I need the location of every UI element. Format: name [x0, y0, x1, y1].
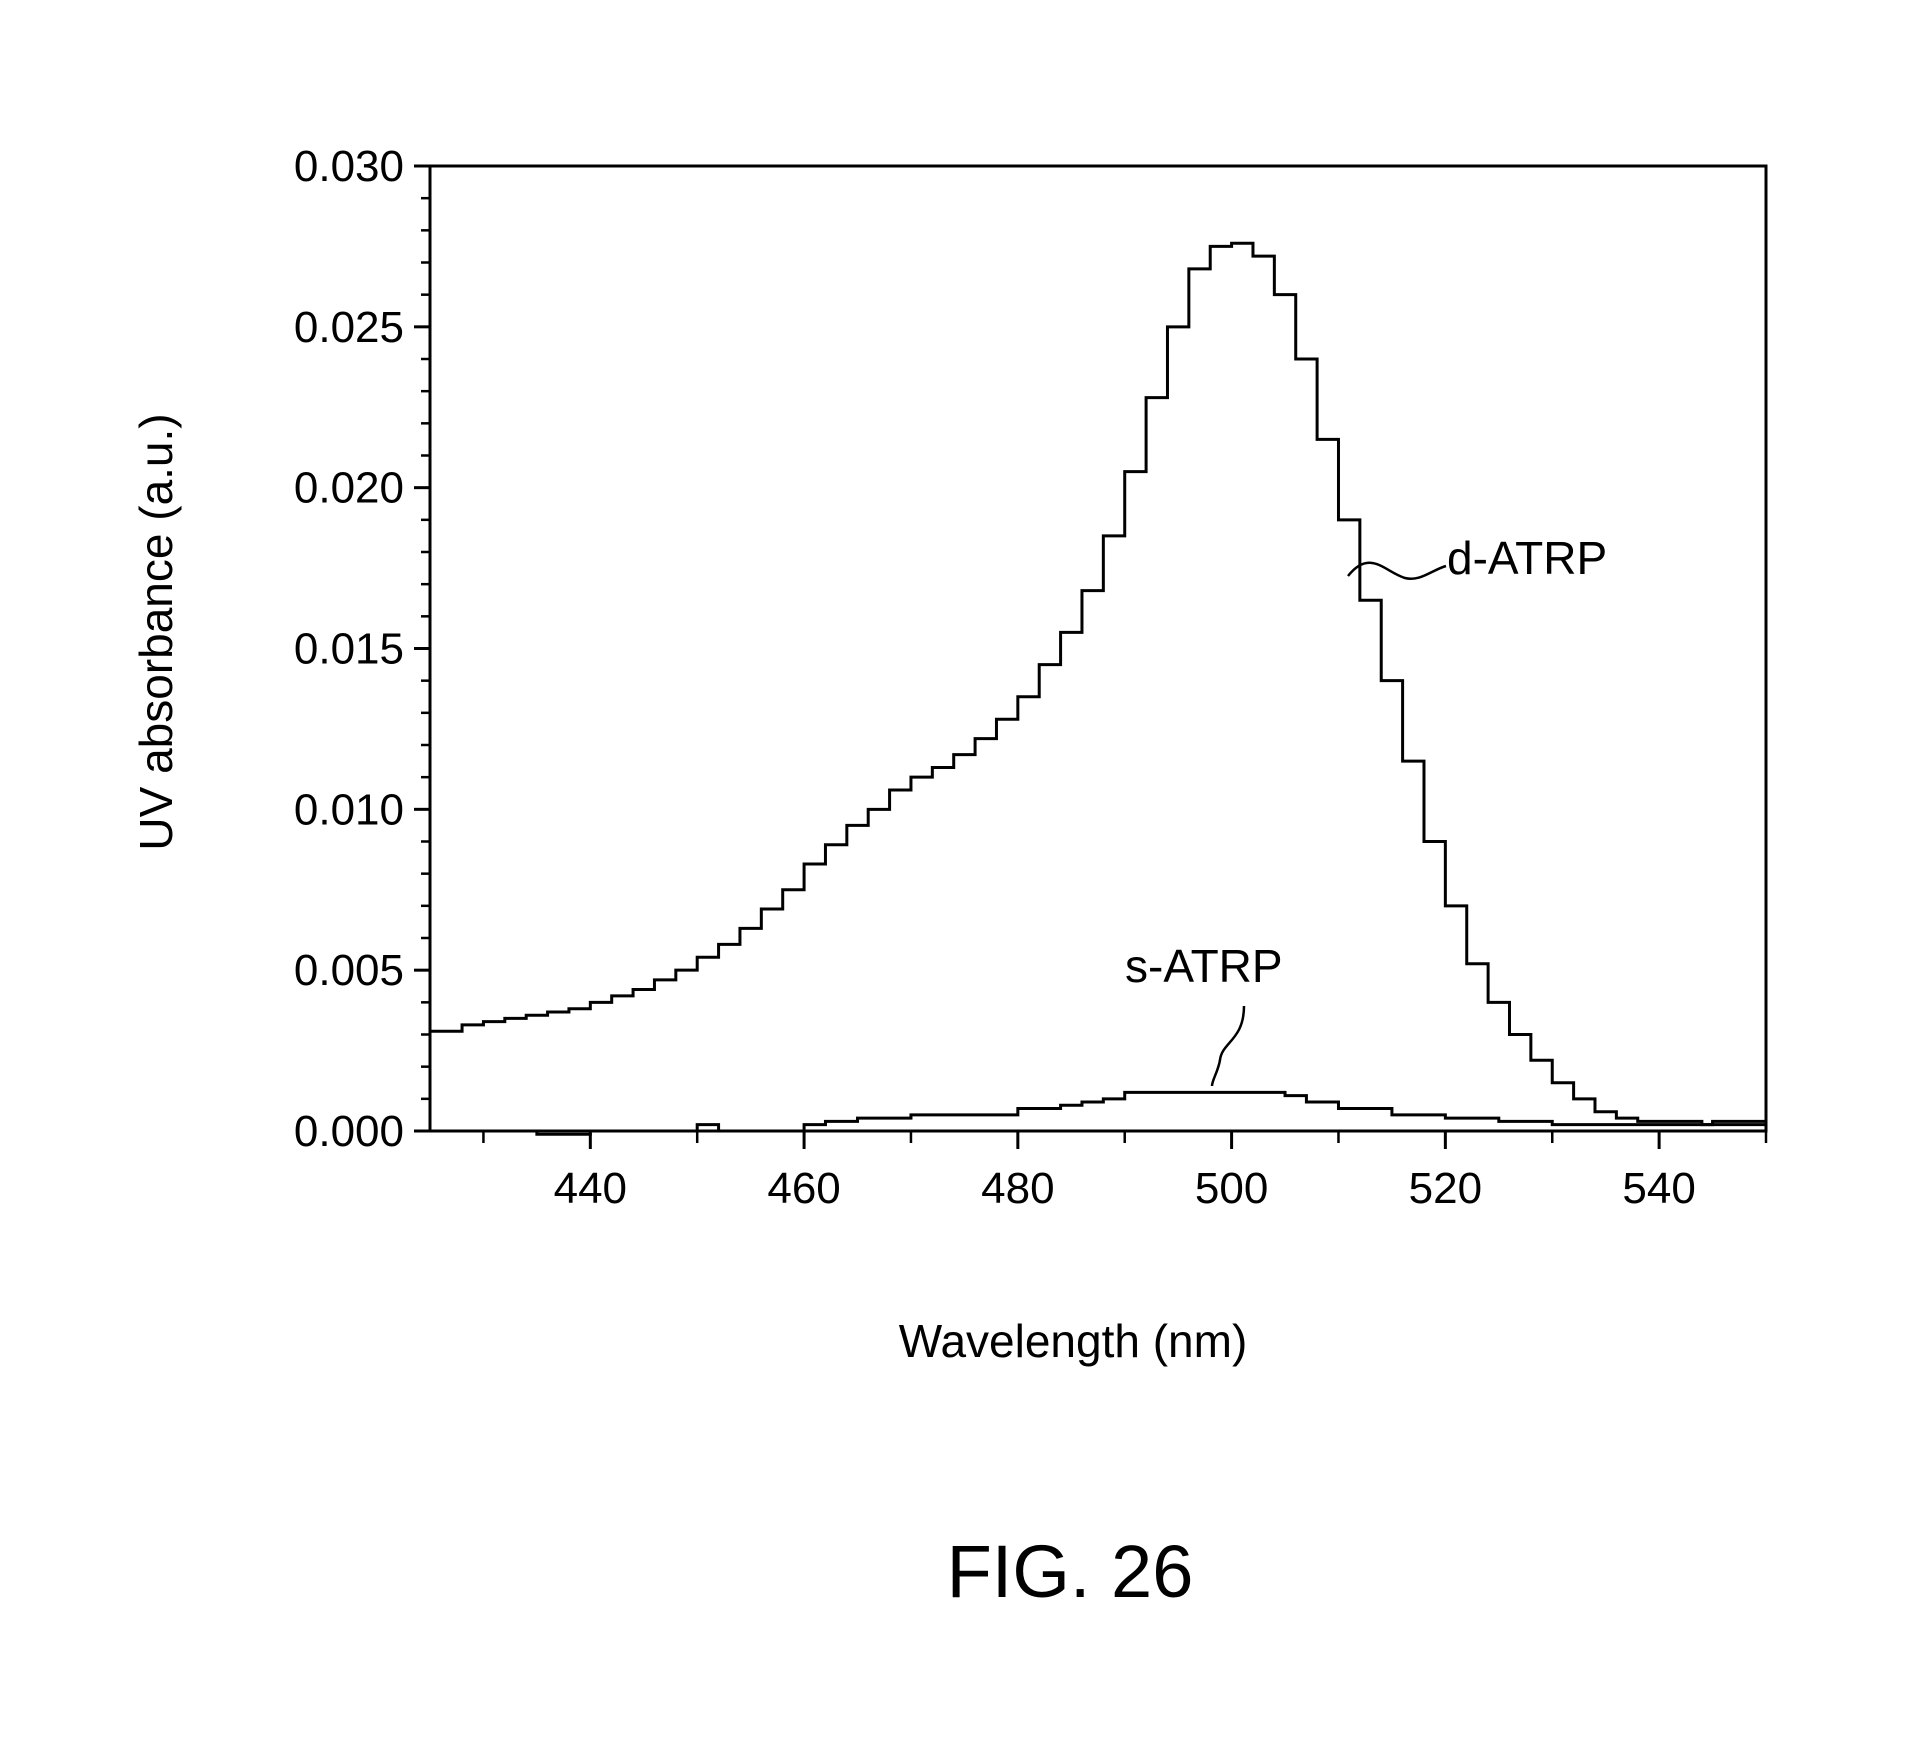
y-axis-ticks: 0.000 0.005 0.010 0.015 0.020 0.025 0.030 — [294, 142, 430, 1156]
x-axis-label: Wavelength (nm) — [899, 1315, 1248, 1367]
x-tick-label: 440 — [554, 1164, 627, 1213]
y-tick-label: 0.025 — [294, 303, 404, 352]
series-lines — [430, 243, 1766, 1134]
x-tick-label: 480 — [981, 1164, 1054, 1213]
figure-caption: FIG. 26 — [947, 1530, 1194, 1613]
x-tick-label: 460 — [767, 1164, 840, 1213]
x-tick-label: 520 — [1409, 1164, 1482, 1213]
y-tick-label: 0.030 — [294, 142, 404, 191]
x-tick-label: 500 — [1195, 1164, 1268, 1213]
d-atrp-series-line — [430, 243, 1766, 1124]
y-tick-label: 0.015 — [294, 625, 404, 674]
y-tick-label: 0.010 — [294, 785, 404, 834]
y-tick-label: 0.000 — [294, 1107, 404, 1156]
x-axis-ticks: 440 460 480 500 520 540 — [483, 1131, 1766, 1213]
y-axis-label: UV absorbance (a.u.) — [130, 413, 182, 850]
s-atrp-leader-line — [1212, 1006, 1244, 1086]
y-tick-label: 0.005 — [294, 946, 404, 995]
d-atrp-leader-line — [1348, 563, 1446, 579]
s-atrp-label: s-ATRP — [1125, 940, 1283, 992]
x-tick-label: 540 — [1622, 1164, 1695, 1213]
y-tick-label: 0.020 — [294, 464, 404, 513]
plot-frame — [430, 166, 1766, 1131]
d-atrp-label: d-ATRP — [1447, 532, 1607, 584]
